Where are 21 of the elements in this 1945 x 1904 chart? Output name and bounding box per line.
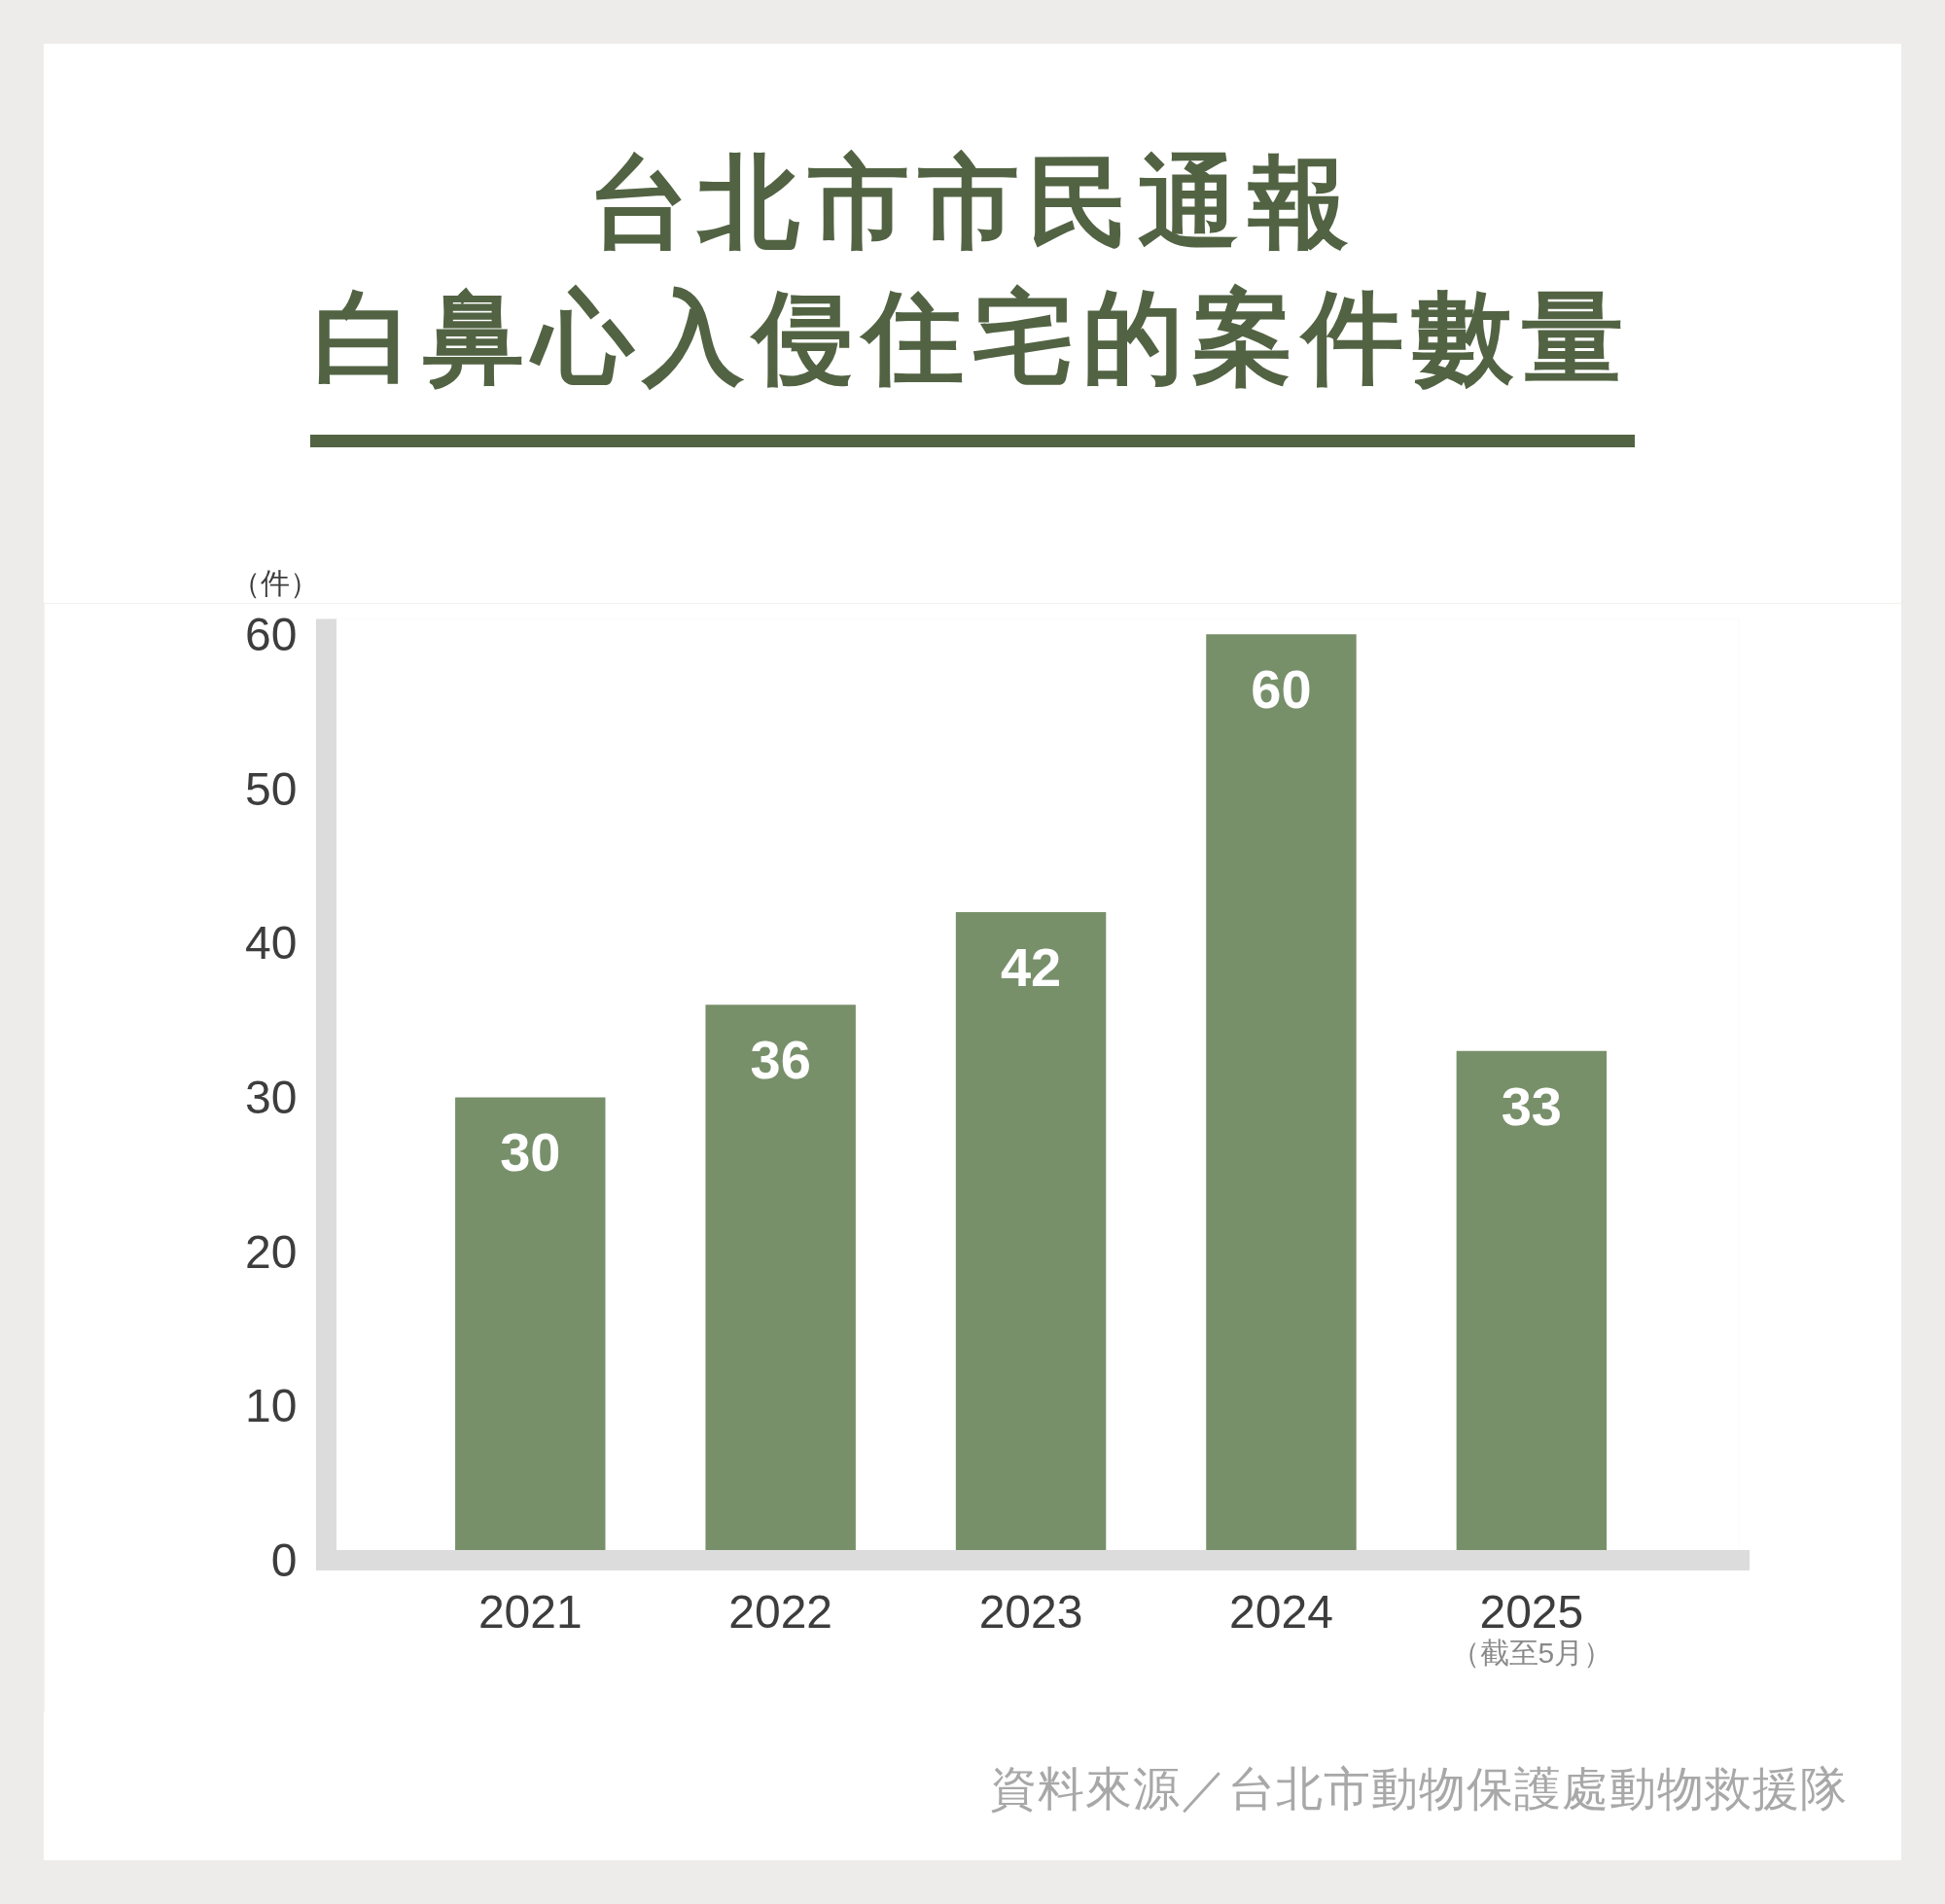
x-tick-label: 2025	[1479, 1585, 1584, 1638]
data-label: 60	[1251, 658, 1312, 721]
y-tick-label: 30	[245, 1071, 298, 1123]
y-tick-label: 40	[245, 917, 298, 970]
data-label: 33	[1501, 1075, 1563, 1137]
y-tick-label: 50	[245, 762, 298, 815]
x-tick-label: 2021	[477, 1585, 583, 1638]
x-tick-label: 2022	[728, 1585, 833, 1638]
data-label: 30	[500, 1121, 561, 1183]
y-tick-label: 20	[245, 1225, 298, 1278]
chart-title: 台北市市民通報白鼻心入侵住宅的案件數量	[312, 145, 1633, 396]
y-tick-label: 0	[270, 1534, 298, 1586]
source-note: 資料來源／台北市動物保護處動物救援隊	[989, 1762, 1848, 1816]
data-label: 42	[1000, 936, 1062, 999]
y-tick-label: 10	[245, 1380, 298, 1432]
x-tick-label: 2023	[978, 1585, 1083, 1638]
text: （截至5月）	[1450, 1636, 1613, 1669]
y-tick-label: 60	[245, 608, 298, 660]
data-label: 36	[750, 1029, 811, 1091]
x-tick-label: 2024	[1229, 1585, 1333, 1638]
y-axis-title: （件）	[231, 566, 319, 601]
